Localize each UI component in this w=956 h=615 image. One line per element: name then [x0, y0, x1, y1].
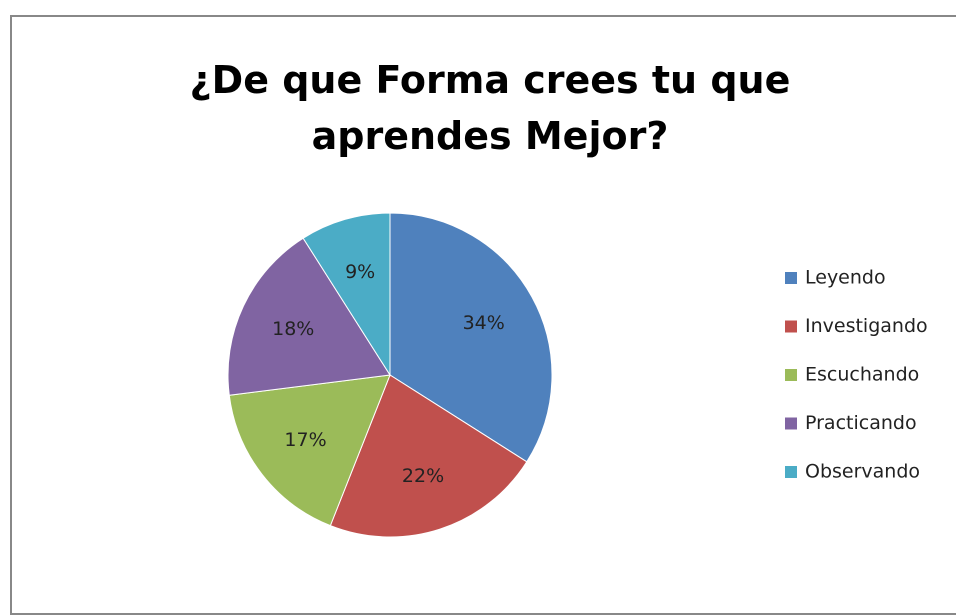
- legend-label: Leyendo: [805, 267, 886, 289]
- pie-slice: [389, 212, 553, 463]
- page: ¿De que Forma crees tu que aprendes Mejo…: [10, 15, 956, 615]
- legend-label: Investigando: [805, 315, 928, 337]
- legend-label: Practicando: [805, 412, 917, 434]
- data-label: 9%: [345, 261, 375, 283]
- data-label: 22%: [402, 465, 444, 487]
- data-label: 34%: [463, 312, 505, 334]
- chart-title: ¿De que Forma crees tu que aprendes Mejo…: [189, 58, 791, 158]
- legend-swatch: [785, 320, 797, 333]
- pie-slice: [228, 374, 391, 527]
- legend-swatch: [785, 272, 797, 284]
- legend-label: Escuchando: [805, 364, 919, 386]
- chart: 34% 22% 17% 18% 9% Leyendo Investigando Escucha…: [227, 212, 928, 538]
- pie-slice: [302, 212, 391, 377]
- data-label: 17%: [284, 429, 326, 451]
- legend-swatch: [785, 466, 797, 478]
- pie-slice: [227, 237, 391, 396]
- legend-label: Observando: [805, 461, 920, 483]
- legend-swatch: [785, 417, 797, 430]
- pie-slice: [329, 374, 528, 538]
- data-label: 18%: [272, 318, 314, 340]
- legend-swatch: [785, 369, 797, 381]
